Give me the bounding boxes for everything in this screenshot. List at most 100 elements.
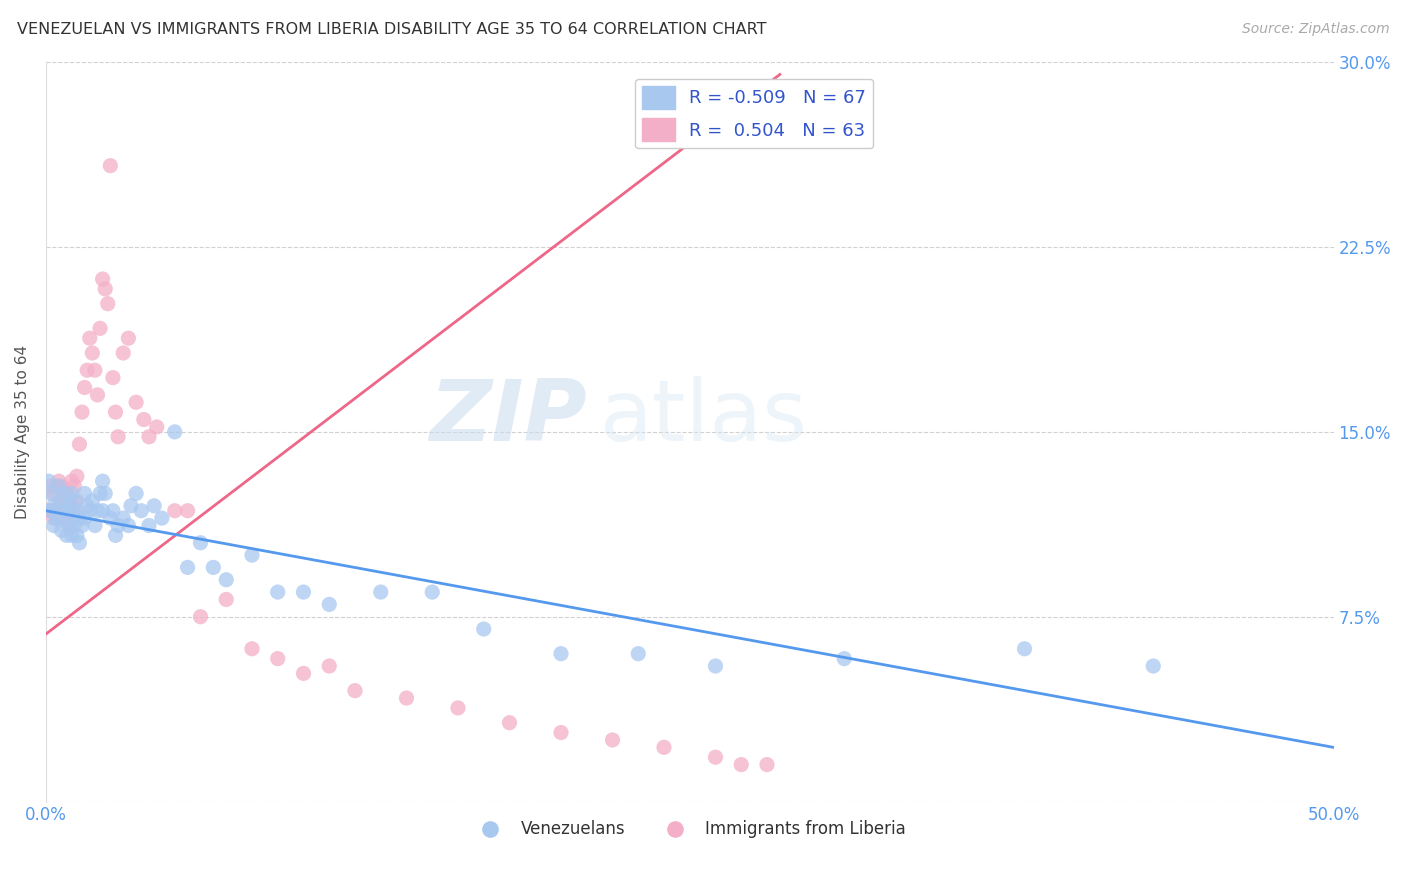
Point	[107, 430, 129, 444]
Point	[69, 535, 91, 549]
Point	[267, 651, 290, 665]
Text: ZIP: ZIP	[429, 376, 586, 458]
Point	[292, 585, 315, 599]
Point	[550, 725, 572, 739]
Text: Source: ZipAtlas.com: Source: ZipAtlas.com	[1241, 22, 1389, 37]
Point	[38, 474, 60, 488]
Point	[45, 504, 67, 518]
Point	[42, 499, 65, 513]
Point	[132, 412, 155, 426]
Point	[138, 430, 160, 444]
Point	[42, 518, 65, 533]
Point	[447, 701, 470, 715]
Point	[76, 499, 98, 513]
Text: atlas: atlas	[599, 376, 807, 458]
Point	[63, 494, 86, 508]
Point	[602, 733, 624, 747]
Point	[94, 486, 117, 500]
Point	[63, 479, 86, 493]
Point	[318, 659, 340, 673]
Point	[104, 528, 127, 542]
Point	[60, 486, 83, 500]
Point	[240, 641, 263, 656]
Point	[370, 585, 392, 599]
Point	[150, 511, 173, 525]
Point	[318, 598, 340, 612]
Point	[53, 494, 76, 508]
Point	[82, 494, 104, 508]
Point	[143, 499, 166, 513]
Point	[91, 504, 114, 518]
Point	[53, 486, 76, 500]
Point	[756, 757, 779, 772]
Point	[48, 479, 70, 493]
Point	[176, 560, 198, 574]
Point	[83, 518, 105, 533]
Point	[343, 683, 366, 698]
Point	[550, 647, 572, 661]
Point	[498, 715, 520, 730]
Point	[730, 757, 752, 772]
Point	[51, 494, 73, 508]
Point	[58, 518, 80, 533]
Point	[190, 609, 212, 624]
Point	[472, 622, 495, 636]
Point	[73, 486, 96, 500]
Point	[48, 474, 70, 488]
Point	[60, 474, 83, 488]
Point	[70, 405, 93, 419]
Point	[79, 504, 101, 518]
Point	[292, 666, 315, 681]
Point	[101, 504, 124, 518]
Point	[66, 469, 89, 483]
Point	[55, 504, 77, 518]
Point	[55, 486, 77, 500]
Point	[73, 380, 96, 394]
Point	[45, 479, 67, 493]
Point	[125, 486, 148, 500]
Point	[69, 437, 91, 451]
Point	[215, 592, 238, 607]
Point	[63, 518, 86, 533]
Point	[125, 395, 148, 409]
Point	[86, 388, 108, 402]
Point	[45, 511, 67, 525]
Point	[101, 370, 124, 384]
Point	[98, 159, 121, 173]
Point	[704, 750, 727, 764]
Point	[202, 560, 225, 574]
Point	[60, 504, 83, 518]
Y-axis label: Disability Age 35 to 64: Disability Age 35 to 64	[15, 345, 30, 519]
Point	[163, 425, 186, 439]
Point	[79, 331, 101, 345]
Point	[66, 494, 89, 508]
Point	[82, 346, 104, 360]
Point	[48, 504, 70, 518]
Point	[53, 511, 76, 525]
Point	[215, 573, 238, 587]
Point	[117, 518, 139, 533]
Point	[91, 272, 114, 286]
Point	[73, 511, 96, 525]
Point	[138, 518, 160, 533]
Point	[97, 296, 120, 310]
Point	[89, 321, 111, 335]
Point	[60, 528, 83, 542]
Point	[42, 511, 65, 525]
Point	[66, 504, 89, 518]
Point	[117, 331, 139, 345]
Point	[267, 585, 290, 599]
Point	[120, 499, 142, 513]
Point	[51, 524, 73, 538]
Point	[86, 504, 108, 518]
Point	[69, 511, 91, 525]
Point	[53, 511, 76, 525]
Point	[832, 651, 855, 665]
Point	[1014, 641, 1036, 656]
Point	[89, 486, 111, 500]
Point	[51, 479, 73, 493]
Point	[98, 511, 121, 525]
Point	[176, 504, 198, 518]
Point	[112, 511, 135, 525]
Point	[39, 504, 62, 518]
